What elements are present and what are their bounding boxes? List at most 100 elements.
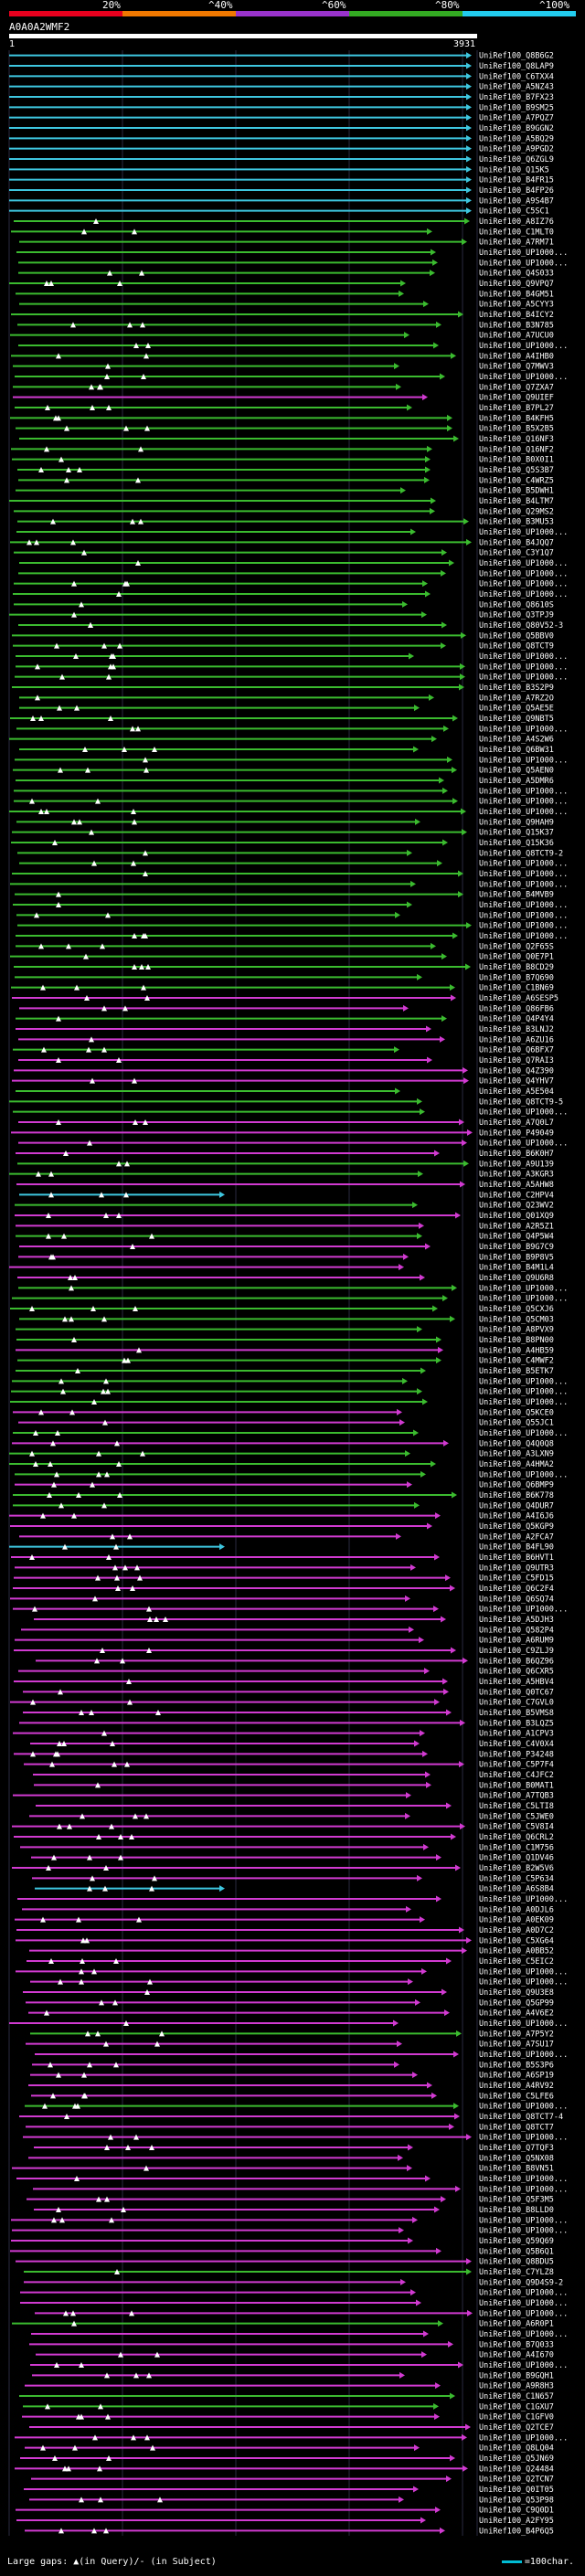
hit-label[interactable]: UniRef100_B8LLD0 <box>479 2206 554 2215</box>
hit-row[interactable]: UniRef100_UP1000... <box>18 259 568 268</box>
hit-label[interactable]: UniRef100_Q7MWV3 <box>479 363 554 372</box>
hit-row[interactable]: UniRef100_UP1000... <box>33 2185 568 2194</box>
hit-row[interactable]: UniRef100_B9GGN2 <box>9 124 554 133</box>
hit-row[interactable]: UniRef100_Q16NF3 <box>19 435 554 444</box>
hit-label[interactable]: UniRef100_A5E504 <box>479 1087 554 1097</box>
hit-label[interactable]: UniRef100_C5SC1 <box>479 207 549 217</box>
hit-row[interactable]: UniRef100_UP1000... <box>12 1295 568 1304</box>
hit-row[interactable]: UniRef100_B9G7C9 <box>19 1243 554 1252</box>
hit-label[interactable]: UniRef100_Q55JC1 <box>479 1419 554 1428</box>
hit-label[interactable]: UniRef100_Q29MS2 <box>479 507 554 516</box>
hit-row[interactable]: UniRef100_Q4Z390 <box>14 1066 554 1076</box>
hit-label[interactable]: UniRef100_C1N657 <box>479 2392 554 2401</box>
hit-label[interactable]: UniRef100_UP1000... <box>479 1284 568 1293</box>
hit-label[interactable]: UniRef100_UP1000... <box>479 1967 568 1977</box>
hit-label[interactable]: UniRef100_Q4YHV7 <box>479 1077 554 1087</box>
hit-label[interactable]: UniRef100_Q9D4S9-2 <box>479 2278 563 2287</box>
hit-row[interactable]: UniRef100_Q4DUR7 <box>13 1501 554 1511</box>
hit-row[interactable]: UniRef100_A7RM71 <box>19 239 554 248</box>
hit-row[interactable]: UniRef100_A5HBV4 <box>14 1678 554 1687</box>
hit-label[interactable]: UniRef100_UP1000... <box>479 2361 568 2370</box>
hit-row[interactable]: UniRef100_Q8TCT7 <box>26 2123 554 2132</box>
hit-label[interactable]: UniRef100_A5HBV4 <box>479 1678 554 1687</box>
hit-label[interactable]: UniRef100_A3LXN9 <box>479 1450 554 1459</box>
hit-row[interactable]: UniRef100_B9P8V5 <box>18 1253 554 1262</box>
hit-label[interactable]: UniRef100_A7PQZ7 <box>479 114 554 123</box>
hit-row[interactable]: UniRef100_Q8TCT9 <box>13 642 554 652</box>
hit-row[interactable]: UniRef100_UP1000... <box>16 1967 568 1977</box>
hit-row[interactable]: UniRef100_Q0IT05 <box>24 2486 554 2495</box>
hit-row[interactable]: UniRef100_A4HB59 <box>16 1346 554 1355</box>
hit-row[interactable]: UniRef100_Q7TQF3 <box>34 2144 554 2153</box>
hit-label[interactable]: UniRef100_Q5B6Q1 <box>479 2247 554 2256</box>
hit-label[interactable]: UniRef100_UP1000... <box>479 1377 568 1386</box>
hit-label[interactable]: UniRef100_Q0E7P1 <box>479 953 554 962</box>
hit-label[interactable]: UniRef100_UP1000... <box>479 673 568 683</box>
hit-label[interactable]: UniRef100_A0BB52 <box>479 1947 554 1956</box>
hit-row[interactable]: UniRef100_C1GXU7 <box>23 2402 554 2412</box>
hit-label[interactable]: UniRef100_A5DMR6 <box>479 777 554 786</box>
hit-row[interactable]: UniRef100_A7RZ2O <box>19 694 554 703</box>
hit-label[interactable]: UniRef100_A4HMA2 <box>479 1460 554 1469</box>
hit-row[interactable]: UniRef100_Q6BW31 <box>19 746 554 755</box>
hit-label[interactable]: UniRef100_C1MLT0 <box>479 228 554 237</box>
hit-row[interactable]: UniRef100_UP1000... <box>11 2216 568 2225</box>
hit-row[interactable]: UniRef100_Q15K37 <box>12 829 554 838</box>
hit-label[interactable]: UniRef100_UP1000... <box>479 2019 568 2029</box>
hit-label[interactable]: UniRef100_B4GM51 <box>479 290 554 299</box>
hit-row[interactable]: UniRef100_UP1000... <box>14 798 568 807</box>
hit-label[interactable]: UniRef100_B4MVB9 <box>479 891 554 900</box>
hit-label[interactable]: UniRef100_Q8TCT9 <box>479 642 554 652</box>
hit-row[interactable]: UniRef100_A7PQZ7 <box>9 114 554 123</box>
hit-label[interactable]: UniRef100_Q86FB6 <box>479 1004 554 1013</box>
hit-row[interactable]: UniRef100_B4FP26 <box>9 186 554 196</box>
hit-label[interactable]: UniRef100_A5NZ43 <box>479 83 554 92</box>
hit-label[interactable]: UniRef100_Q5BBV0 <box>479 631 554 641</box>
hit-label[interactable]: UniRef100_B0X0I1 <box>479 456 554 465</box>
hit-row[interactable]: UniRef100_UP1000... <box>14 580 568 589</box>
hit-row[interactable]: UniRef100_A9U139 <box>17 1160 554 1169</box>
hit-label[interactable]: UniRef100_UP1000... <box>479 373 568 382</box>
hit-label[interactable]: UniRef100_A0DJL6 <box>479 1905 554 1914</box>
hit-label[interactable]: UniRef100_A8IZ76 <box>479 217 554 227</box>
hit-row[interactable]: UniRef100_Q8LQ04 <box>25 2444 554 2454</box>
hit-label[interactable]: UniRef100_UP1000... <box>479 2051 568 2060</box>
hit-label[interactable]: UniRef100_Q9NBT5 <box>479 715 554 724</box>
hit-label[interactable]: UniRef100_UP1000... <box>479 342 568 351</box>
hit-row[interactable]: UniRef100_Q5CM03 <box>19 1315 554 1324</box>
hit-label[interactable]: UniRef100_Q5AEN0 <box>479 767 554 776</box>
hit-label[interactable]: UniRef100_Q53P98 <box>479 2496 554 2505</box>
hit-label[interactable]: UniRef100_B0MAT1 <box>479 1781 554 1790</box>
hit-row[interactable]: UniRef100_A6R0P1 <box>12 2320 554 2329</box>
hit-label[interactable]: UniRef100_UP1000... <box>479 2330 568 2339</box>
hit-row[interactable]: UniRef100_UP1000... <box>16 2175 568 2184</box>
hit-row[interactable]: UniRef100_A6RUM9 <box>15 1637 554 1646</box>
hit-label[interactable]: UniRef100_UP1000... <box>479 580 568 589</box>
hit-row[interactable]: UniRef100_A5AHW8 <box>16 1181 554 1190</box>
hit-label[interactable]: UniRef100_Q5GP99 <box>479 1998 554 2008</box>
hit-row[interactable]: UniRef100_Q6CXR5 <box>18 1668 554 1677</box>
hit-row[interactable]: UniRef100_A6SESP5 <box>12 994 558 1003</box>
hit-row[interactable]: UniRef100_B5ETK7 <box>16 1367 554 1376</box>
hit-row[interactable]: UniRef100_B4MVB9 <box>15 891 554 900</box>
hit-row[interactable]: UniRef100_UP1000... <box>17 1895 568 1904</box>
hit-label[interactable]: UniRef100_UP1000... <box>479 798 568 807</box>
hit-row[interactable]: UniRef100_Q80V52-3 <box>18 621 563 631</box>
hit-row[interactable]: UniRef100_UP1000... <box>17 922 568 931</box>
hit-row[interactable]: UniRef100_B4ICY2 <box>11 311 554 320</box>
hit-row[interactable]: UniRef100_Q16NF2 <box>11 445 554 454</box>
hit-label[interactable]: UniRef100_Q0IT05 <box>479 2486 554 2495</box>
hit-label[interactable]: UniRef100_UP1000... <box>479 2299 568 2308</box>
hit-label[interactable]: UniRef100_UP1000... <box>479 1108 568 1118</box>
hit-label[interactable]: UniRef100_Q7ZXA7 <box>479 383 554 392</box>
hit-label[interactable]: UniRef100_Q5KCE0 <box>479 1408 554 1417</box>
hit-label[interactable]: UniRef100_Q9U3E8 <box>479 1988 554 1998</box>
hit-label[interactable]: UniRef100_Q1DV46 <box>479 1854 554 1863</box>
hit-row[interactable]: UniRef100_UP1000... <box>14 787 568 796</box>
hit-row[interactable]: UniRef100_B4JQQ7 <box>10 538 554 547</box>
hit-label[interactable]: UniRef100_UP1000... <box>479 2175 568 2184</box>
hit-row[interactable]: UniRef100_UP1000... <box>18 1284 568 1293</box>
hit-label[interactable]: UniRef100_Q4S033 <box>479 270 554 279</box>
hit-label[interactable]: UniRef100_UP1000... <box>479 1388 568 1397</box>
hit-row[interactable]: UniRef100_B4M1L4 <box>9 1264 554 1273</box>
